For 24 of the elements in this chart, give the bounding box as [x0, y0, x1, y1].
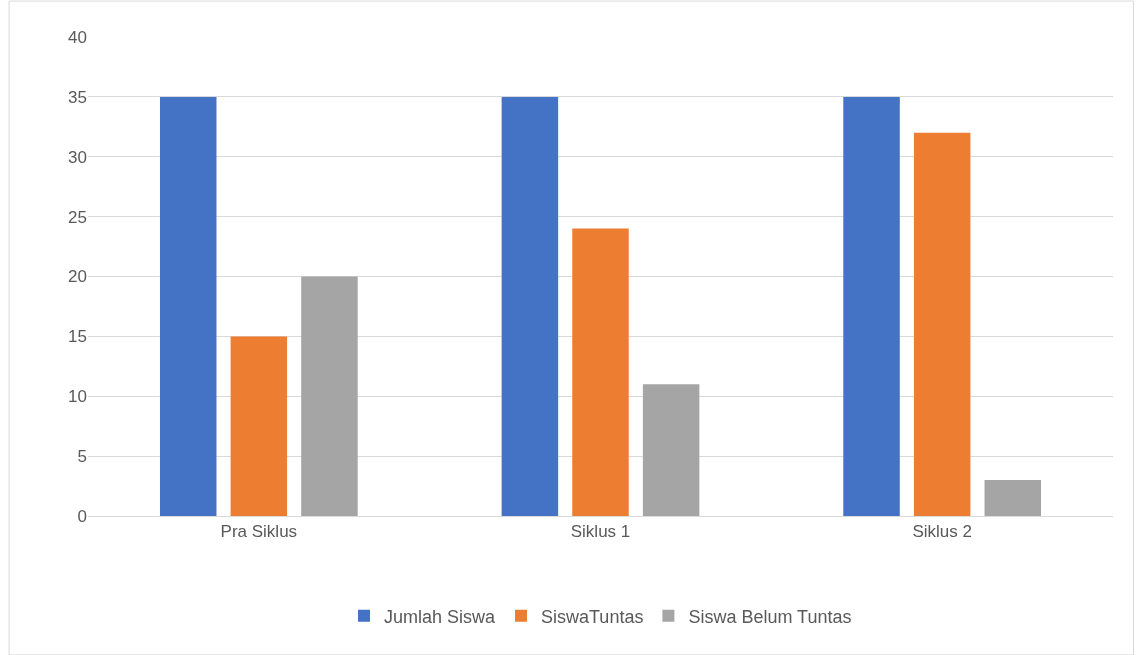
y-tick-label: 25: [68, 207, 87, 227]
x-tick-label: Siklus 1: [570, 522, 631, 542]
y-tick-label: 40: [68, 27, 87, 47]
bar: [501, 96, 559, 516]
bar: [913, 132, 971, 516]
y-tick-label: 30: [68, 147, 87, 167]
bar: [159, 96, 217, 516]
y-tick-label: 0: [77, 506, 87, 526]
y-tick-label: 15: [68, 327, 87, 347]
y-tick-label: 35: [68, 87, 87, 107]
legend-label: Jumlah Siswa: [384, 606, 497, 627]
legend-label: Siswa Belum Tuntas: [688, 606, 852, 627]
x-tick-label: Pra Siklus: [220, 522, 298, 542]
bar: [984, 480, 1042, 516]
y-tick-label: 5: [77, 447, 87, 467]
x-tick-label: Siklus 2: [912, 522, 972, 542]
y-tick-label: 10: [68, 387, 87, 407]
bar: [642, 384, 700, 516]
y-tick-label: 20: [68, 267, 87, 287]
bar: [230, 336, 288, 516]
bar: [301, 276, 358, 516]
legend-label: SiswaTuntas: [541, 606, 644, 627]
bar: [572, 228, 629, 516]
bar: [843, 96, 900, 516]
